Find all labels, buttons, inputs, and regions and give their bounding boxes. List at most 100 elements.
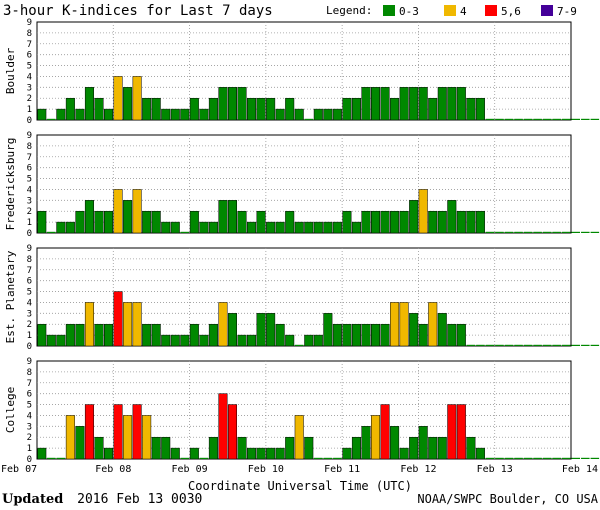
k-bar <box>399 302 409 347</box>
k-bar <box>218 302 228 347</box>
k-bar <box>437 87 447 121</box>
k-bar <box>428 302 438 347</box>
k-bar <box>84 302 94 347</box>
k-bar <box>84 200 94 234</box>
x-tick-label: Feb 11 <box>324 464 360 475</box>
k-bar-zero <box>199 457 209 459</box>
k-bar <box>351 323 361 347</box>
k-bar <box>94 97 104 121</box>
k-bar <box>294 415 304 460</box>
k-bar-zero <box>485 344 495 346</box>
k-bar-zero <box>581 344 590 346</box>
k-bar <box>371 323 381 347</box>
k-bar <box>447 87 457 121</box>
k-bar <box>332 221 342 234</box>
k-bar <box>75 323 85 347</box>
k-bar-zero <box>47 231 56 233</box>
k-bar <box>104 447 114 460</box>
k-bar <box>56 334 66 347</box>
k-bar-zero <box>466 344 476 346</box>
k-bar <box>237 436 247 460</box>
k-bar-zero <box>180 231 190 233</box>
k-bar <box>275 323 285 347</box>
k-bar-zero <box>533 231 542 233</box>
k-bar <box>46 334 56 347</box>
k-bar-zero <box>523 344 533 346</box>
y-tick-label: 1 <box>27 331 32 341</box>
k-bar-zero <box>542 118 552 120</box>
k-bar-zero <box>590 118 600 120</box>
k-bar-zero <box>523 457 533 459</box>
panel-label-boulder: Boulder <box>4 47 17 94</box>
k-bar <box>456 210 466 234</box>
k-bar <box>447 323 457 347</box>
y-tick-label: 8 <box>27 368 32 378</box>
k-bar-zero <box>495 118 504 120</box>
y-tick-label: 2 <box>27 207 32 217</box>
x-tick-label: Feb 09 <box>172 464 208 475</box>
k-bar <box>123 200 133 234</box>
k-bar <box>227 313 237 347</box>
k-bar <box>285 210 295 234</box>
k-bar <box>247 221 257 234</box>
k-bar <box>170 447 180 460</box>
k-bar <box>113 76 123 121</box>
k-bar <box>161 221 171 234</box>
k-bar <box>371 415 381 460</box>
k-bar <box>170 221 180 234</box>
k-bar <box>151 210 161 234</box>
k-bar-zero <box>504 344 514 346</box>
k-bar-zero <box>542 344 552 346</box>
y-tick-label: 5 <box>27 175 32 185</box>
k-bar <box>399 447 409 460</box>
k-bar <box>247 447 257 460</box>
bars <box>37 393 600 460</box>
k-bar-zero <box>514 344 523 346</box>
y-tick-label: 2 <box>27 320 32 330</box>
k-bar <box>256 447 266 460</box>
k-bar <box>75 210 85 234</box>
k-bar-zero <box>333 457 342 459</box>
k-bar <box>142 210 152 234</box>
x-tick-label: Feb 14 <box>562 464 598 475</box>
k-bar <box>189 447 199 460</box>
y-tick-label: 4 <box>27 411 32 421</box>
k-bar <box>399 87 409 121</box>
k-bar <box>56 221 66 234</box>
k-bar-zero <box>523 231 533 233</box>
k-bar <box>456 323 466 347</box>
y-tick-label: 0 <box>27 229 32 239</box>
k-bar-zero <box>581 457 590 459</box>
k-bar <box>65 323 75 347</box>
k-bar <box>227 200 237 234</box>
y-tick-label: 0 <box>27 455 32 465</box>
k-bar-zero <box>590 231 600 233</box>
k-bar <box>399 210 409 234</box>
updated-value: 2016 Feb 13 0030 <box>77 492 202 507</box>
k-bar <box>456 87 466 121</box>
k-bar-zero <box>314 457 323 459</box>
k-bar <box>466 97 476 121</box>
k-bar <box>132 76 142 121</box>
k-bar-zero <box>542 231 552 233</box>
k-bar <box>409 87 419 121</box>
k-bar <box>180 334 190 347</box>
y-tick-label: 0 <box>27 116 32 126</box>
k-bar <box>285 334 295 347</box>
k-bar <box>161 436 171 460</box>
y-tick-label: 9 <box>27 131 32 141</box>
k-bar <box>380 210 390 234</box>
k-bar <box>65 221 75 234</box>
k-bar <box>428 210 438 234</box>
k-bar <box>447 404 457 460</box>
k-bar <box>475 97 485 121</box>
k-bar <box>37 210 47 234</box>
x-tick-label: Feb 12 <box>400 464 436 475</box>
k-bar <box>266 447 276 460</box>
y-tick-label: 4 <box>27 185 32 195</box>
k-bar <box>151 97 161 121</box>
k-bar-zero <box>571 231 581 233</box>
k-bar-zero <box>514 231 523 233</box>
